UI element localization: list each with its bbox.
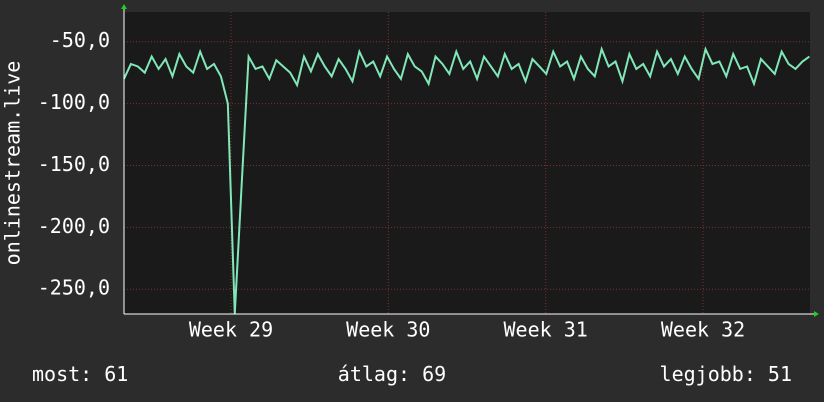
data-line: [123, 45, 810, 315]
stat-label: most:: [32, 362, 92, 386]
x-tick-label: Week 30: [346, 318, 430, 342]
stat: átlag: 69: [338, 362, 446, 386]
y-tick-label: -150,0: [38, 152, 110, 176]
stat-value: 51: [768, 362, 792, 386]
axis-arrow: [814, 311, 819, 317]
stat-value: 61: [104, 362, 128, 386]
stat-value: 69: [422, 362, 446, 386]
axis-arrow: [121, 4, 127, 9]
x-tick-label: Week 31: [504, 318, 588, 342]
x-tick-label: Week 29: [189, 318, 273, 342]
stat-label: legjobb:: [660, 362, 756, 386]
stat: most: 61: [32, 362, 128, 386]
y-tick-label: -50,0: [50, 28, 110, 52]
stat: legjobb: 51: [660, 362, 792, 386]
y-tick-label: -250,0: [38, 276, 110, 300]
y-tick-label: -200,0: [38, 214, 110, 238]
y-tick-label: -100,0: [38, 90, 110, 114]
x-tick-label: Week 32: [661, 318, 745, 342]
stat-label: átlag:: [338, 362, 410, 386]
y-axis-label: onlinestream.live: [1, 61, 25, 266]
plot-area: [124, 12, 810, 314]
